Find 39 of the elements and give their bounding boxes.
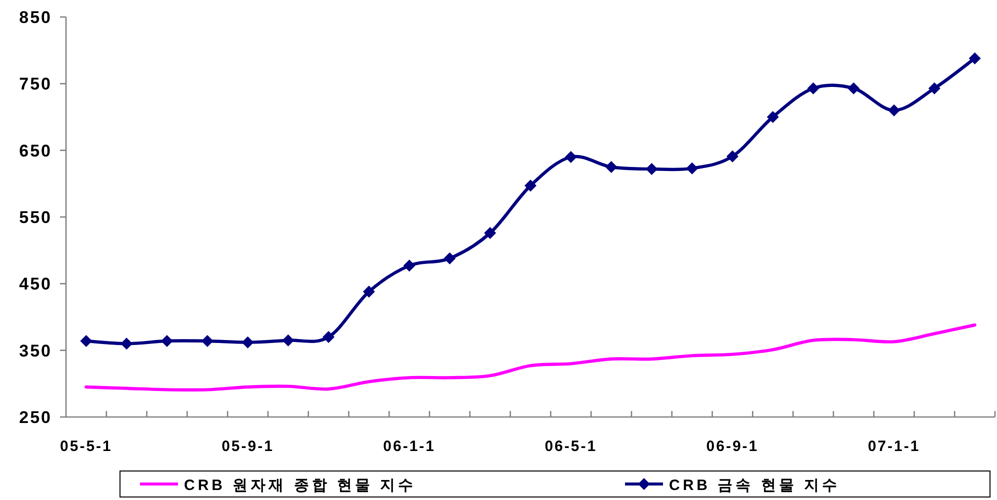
y-tick-label: 850 (19, 8, 52, 27)
y-tick-label: 650 (19, 141, 52, 160)
point (848, 82, 860, 94)
y-tick-label: 350 (19, 341, 52, 360)
point (807, 82, 820, 94)
point (564, 151, 577, 163)
point (322, 331, 335, 343)
y-tick-label: 750 (19, 74, 52, 94)
point (444, 252, 456, 264)
x-tick-label: 05-9-1 (222, 438, 274, 455)
x-tick-label: 06-9-1 (706, 438, 759, 455)
point (160, 335, 173, 347)
point (201, 335, 214, 347)
x-tick-label: 06-5-1 (544, 438, 598, 455)
line-series (84, 323, 976, 392)
point (888, 104, 900, 116)
point (928, 82, 940, 94)
point (726, 150, 738, 162)
point (362, 286, 375, 298)
y-tick-label: 250 (19, 408, 52, 427)
legend-label: CRB 금속 현물 지수 (669, 477, 840, 494)
point (242, 336, 254, 348)
point (686, 162, 698, 174)
point (646, 163, 658, 175)
y-tick-label: 550 (19, 208, 52, 227)
point (403, 260, 416, 272)
point (282, 334, 294, 346)
point (605, 161, 618, 173)
x-tick-label: 07-1-1 (868, 438, 920, 455)
point (120, 338, 133, 350)
x-tick-label: 06-1-1 (383, 438, 436, 455)
point (80, 335, 92, 347)
legend-label: CRB 원자재 종합 현물 지수 (184, 477, 416, 494)
point (766, 111, 779, 123)
point (968, 52, 981, 64)
x-tick-label: 05-5-1 (60, 438, 112, 455)
point (524, 180, 536, 192)
y-tick-label: 450 (19, 274, 52, 294)
point (484, 227, 496, 239)
